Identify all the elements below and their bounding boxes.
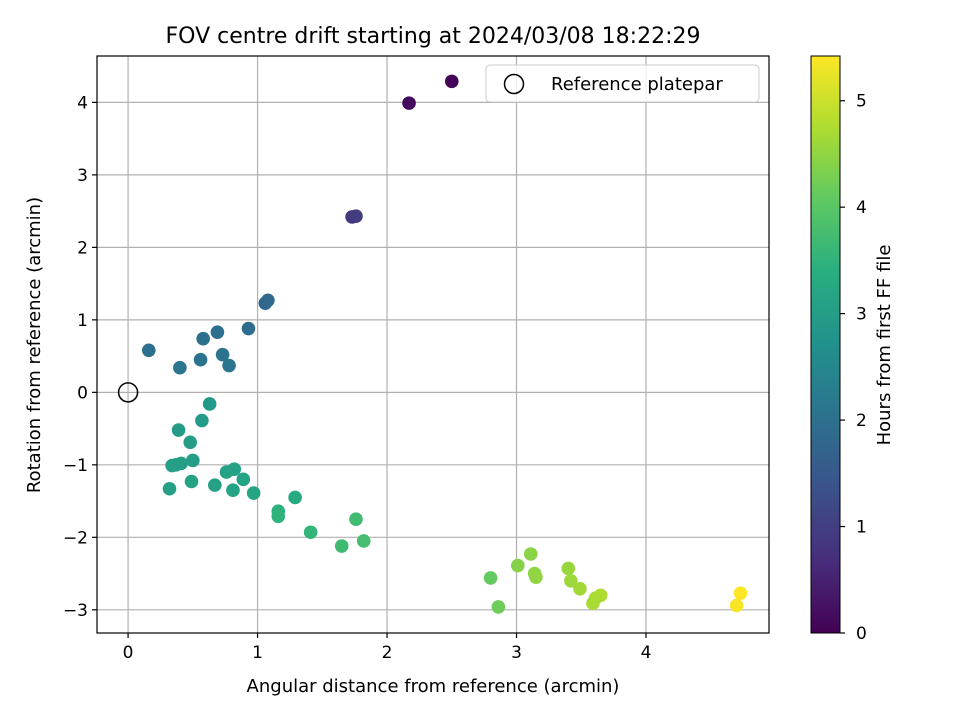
data-point bbox=[349, 512, 363, 526]
data-point bbox=[171, 423, 186, 437]
data-point bbox=[215, 347, 230, 362]
data-point bbox=[288, 490, 302, 505]
legend-box bbox=[485, 64, 760, 103]
data-point bbox=[195, 413, 209, 428]
y-tick-label: −3 bbox=[63, 601, 88, 621]
data-point bbox=[162, 481, 177, 496]
colorbar-tick-label: 3 bbox=[856, 305, 867, 325]
legend-label: Reference platepar bbox=[551, 74, 723, 95]
data-point bbox=[202, 397, 217, 411]
data-point bbox=[733, 586, 748, 600]
x-tick-label: 4 bbox=[641, 643, 652, 663]
data-point bbox=[196, 331, 210, 346]
data-point bbox=[173, 360, 187, 375]
data-point bbox=[573, 581, 587, 596]
reference-point-marker bbox=[117, 382, 139, 403]
y-tick-label: 3 bbox=[77, 166, 88, 186]
colorbar-tick-label: 0 bbox=[856, 624, 867, 644]
data-point bbox=[356, 534, 371, 548]
y-tick-label: 0 bbox=[77, 383, 88, 403]
data-point bbox=[444, 74, 459, 89]
x-axis-label: Angular distance from reference (arcmin) bbox=[247, 676, 620, 697]
data-point bbox=[184, 474, 199, 489]
colorbar-gradient bbox=[810, 55, 841, 634]
colorbar-ticks: 0 1 2 3 4 5 bbox=[840, 92, 867, 644]
data-point bbox=[210, 325, 225, 339]
data-point bbox=[523, 547, 538, 561]
data-point bbox=[222, 358, 236, 373]
x-tick-label: 0 bbox=[123, 643, 134, 663]
data-point bbox=[226, 483, 240, 497]
data-point bbox=[402, 96, 416, 110]
data-point bbox=[564, 574, 578, 588]
data-point bbox=[349, 209, 363, 223]
data-point bbox=[236, 472, 251, 487]
data-point bbox=[729, 598, 744, 613]
data-point bbox=[511, 558, 525, 573]
data-point bbox=[271, 509, 286, 524]
data-point bbox=[186, 453, 200, 468]
data-point bbox=[169, 458, 183, 472]
y-tick-label: 2 bbox=[77, 238, 88, 258]
data-point bbox=[246, 486, 261, 500]
colorbar: 0 1 2 3 4 5 Hours from first FF file bbox=[810, 55, 895, 644]
data-point bbox=[193, 352, 208, 367]
legend-marker-icon bbox=[503, 73, 525, 95]
legend: Reference platepar bbox=[485, 64, 760, 103]
data-point bbox=[483, 571, 498, 585]
y-tick-label: −1 bbox=[63, 456, 88, 476]
chart-title: FOV centre drift starting at 2024/03/08 … bbox=[166, 24, 701, 49]
grid-lines bbox=[97, 56, 769, 633]
y-tick-label: 1 bbox=[77, 311, 88, 331]
data-point bbox=[334, 539, 349, 553]
data-point bbox=[141, 343, 156, 358]
plot-frame bbox=[96, 55, 770, 634]
data-point bbox=[219, 465, 234, 479]
colorbar-tick-label: 1 bbox=[856, 518, 867, 538]
y-axis-ticks: −3 −2 −1 0 1 2 3 4 bbox=[63, 93, 97, 621]
data-point bbox=[561, 561, 576, 576]
data-point bbox=[183, 435, 198, 450]
y-tick-label: −2 bbox=[63, 528, 88, 548]
data-point bbox=[208, 478, 222, 492]
x-axis-ticks: 0 1 2 3 4 bbox=[123, 633, 652, 663]
x-tick-label: 2 bbox=[382, 643, 393, 663]
x-tick-label: 3 bbox=[511, 643, 522, 663]
data-point bbox=[586, 596, 600, 611]
data-point bbox=[303, 525, 318, 540]
y-axis-label: Rotation from reference (arcmin) bbox=[24, 197, 45, 493]
data-point bbox=[261, 293, 275, 308]
colorbar-tick-label: 5 bbox=[856, 92, 867, 112]
colorbar-label: Hours from first FF file bbox=[874, 245, 895, 446]
x-tick-label: 1 bbox=[252, 643, 263, 663]
data-point bbox=[529, 570, 543, 584]
colorbar-tick-label: 2 bbox=[856, 411, 867, 431]
colorbar-tick-label: 4 bbox=[856, 198, 867, 218]
data-point bbox=[491, 600, 506, 614]
scatter-points bbox=[117, 74, 748, 614]
y-tick-label: 4 bbox=[77, 93, 88, 113]
data-point bbox=[241, 321, 256, 336]
